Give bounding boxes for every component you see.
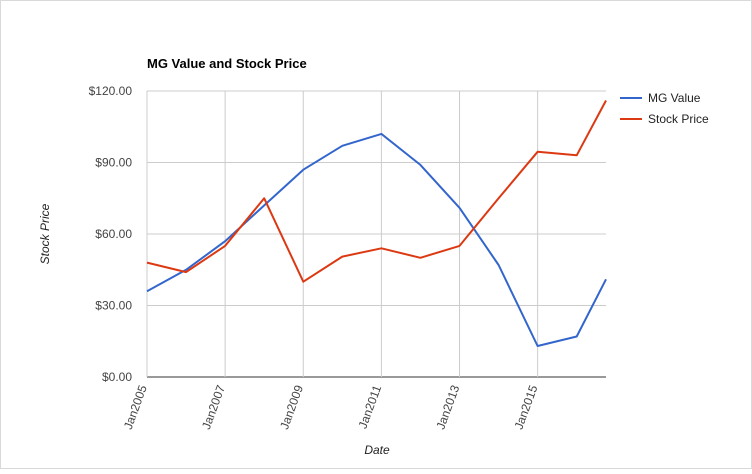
legend-label: Stock Price [648,112,709,126]
y-tick-label: $30.00 [95,299,132,313]
legend-label: MG Value [648,91,701,105]
y-axis-ticks: $0.00 $30.00 $60.00 $90.00 $120.00 [89,84,133,384]
series-line-stock-price [146,100,607,283]
legend: MG Value Stock Price [620,91,709,126]
y-tick-label: $0.00 [102,370,132,384]
chart-title: MG Value and Stock Price [147,56,307,71]
y-tick-label: $120.00 [89,84,133,98]
grid [146,90,606,378]
series-lines [146,100,607,347]
y-axis-title: Stock Price [38,203,52,264]
series-line-mg-value [146,132,607,347]
y-tick-label: $90.00 [95,156,132,170]
y-tick-label: $60.00 [95,227,132,241]
x-axis-title: Date [364,443,390,457]
